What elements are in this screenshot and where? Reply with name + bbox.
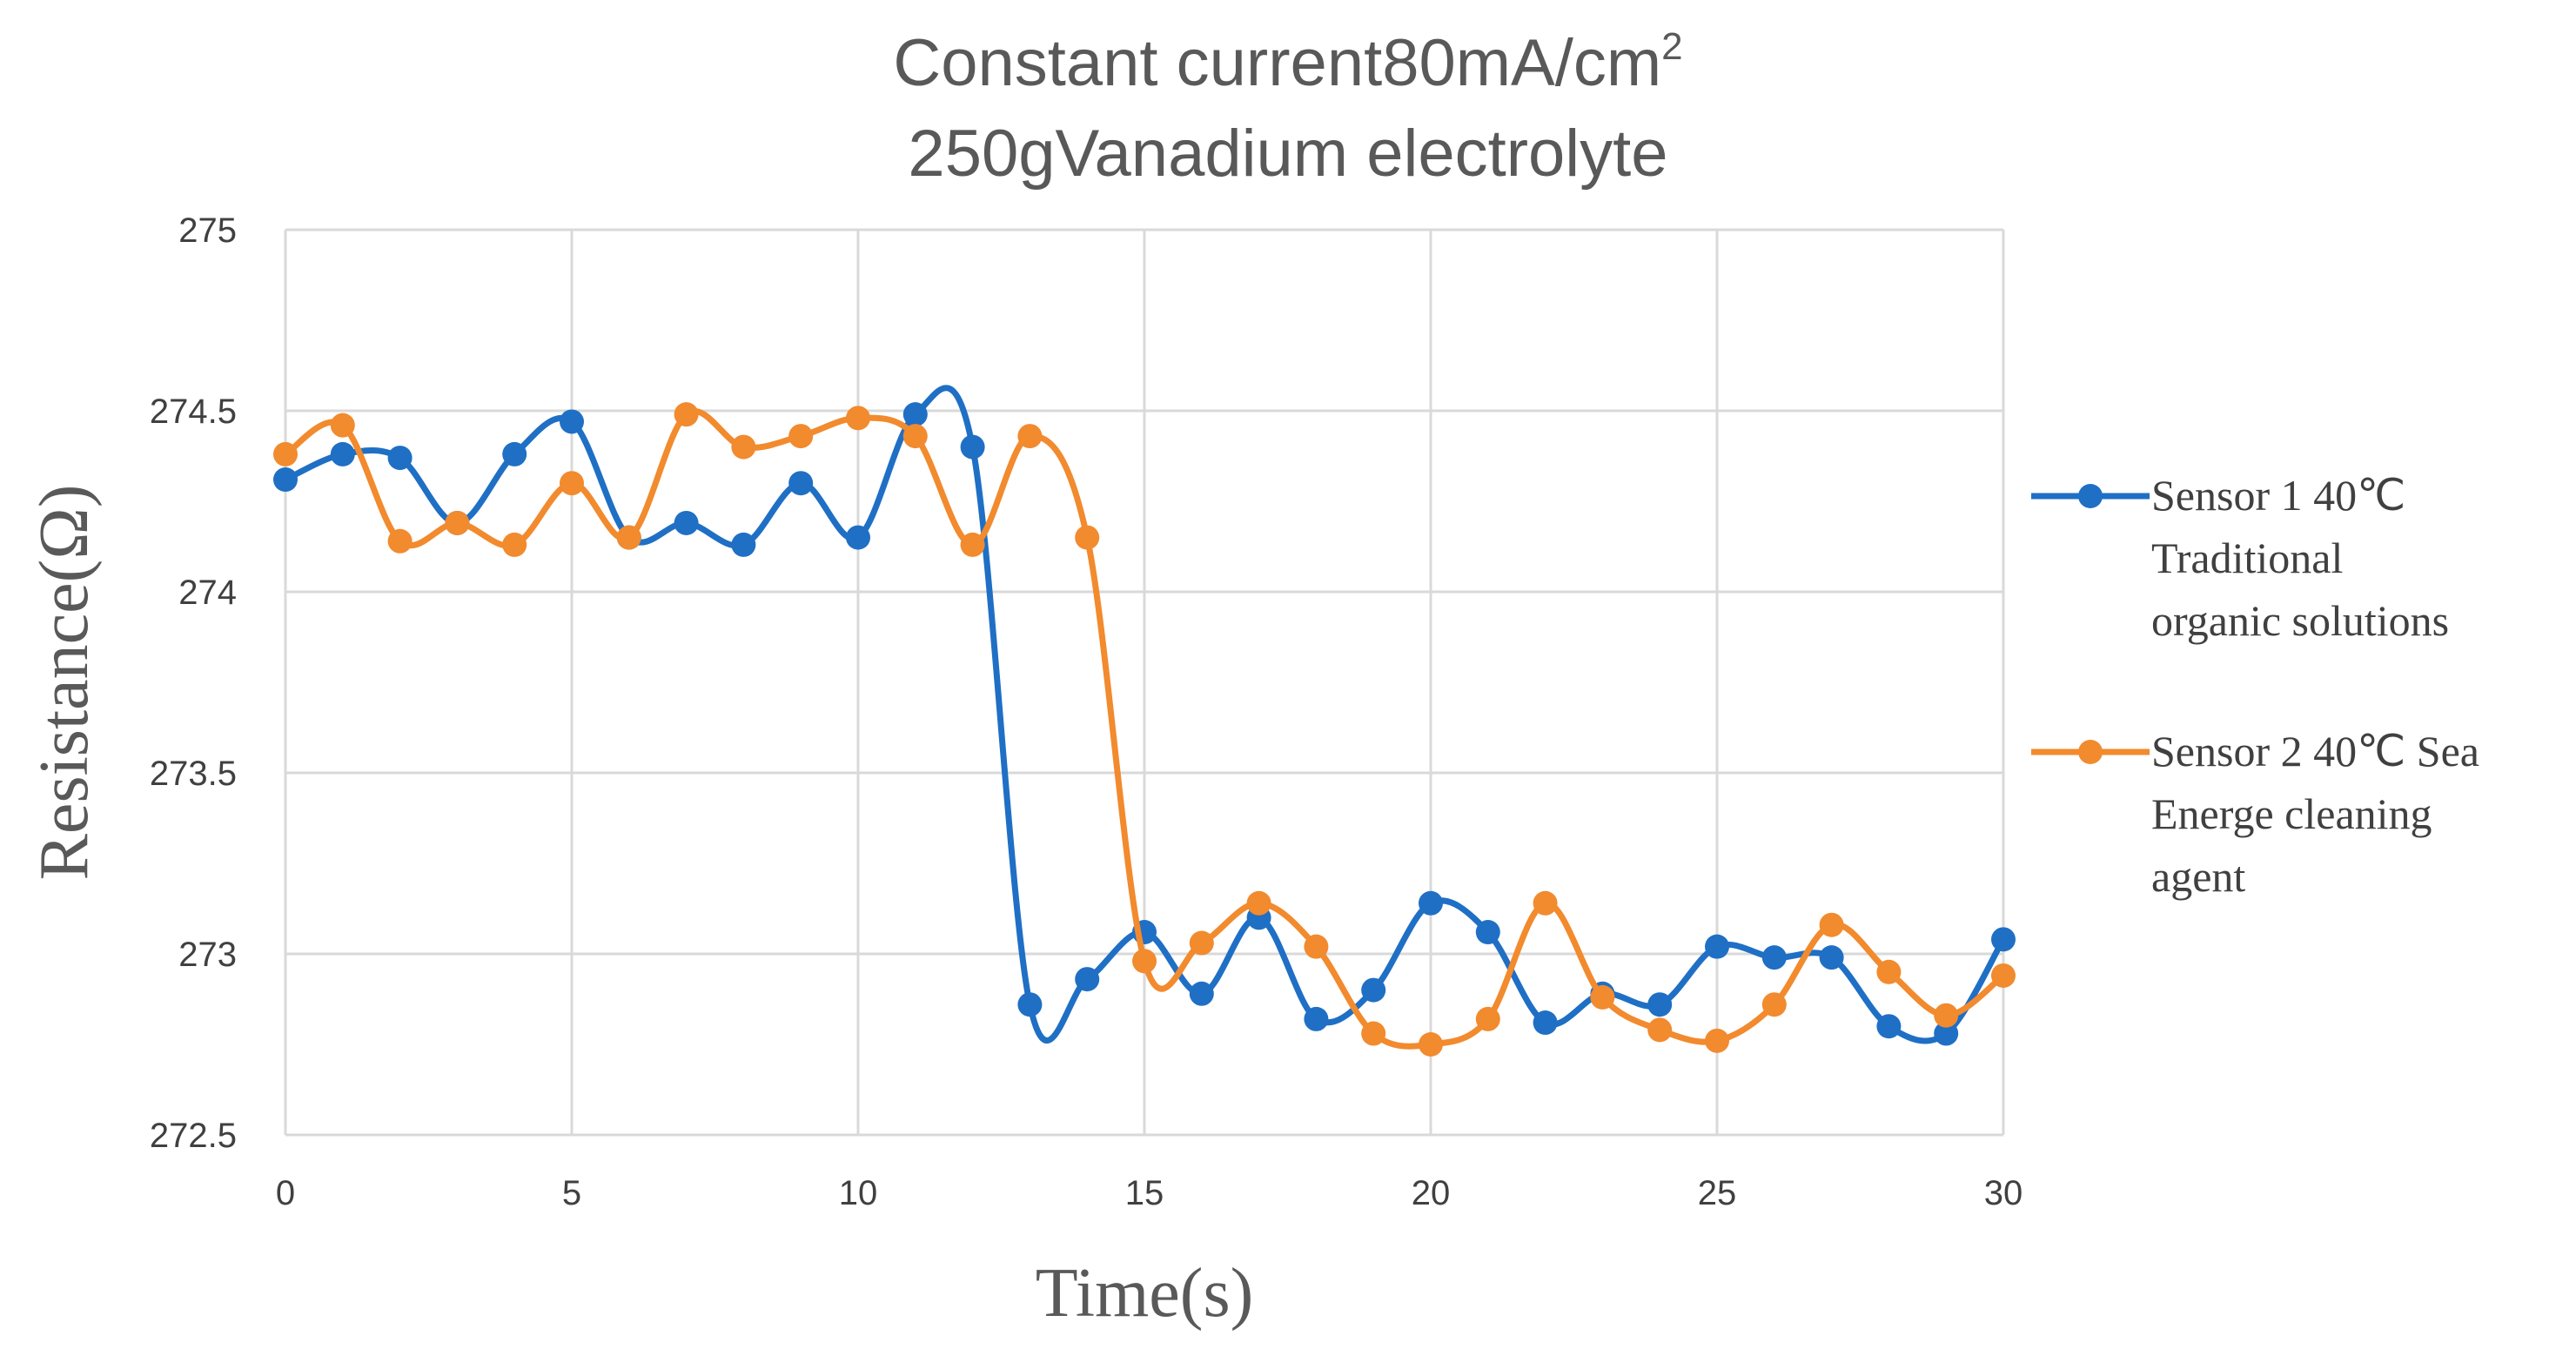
series-2-point — [1590, 984, 1615, 1010]
series-2-point — [1419, 1032, 1443, 1057]
series-1-point — [788, 471, 814, 496]
series-1-point — [1761, 945, 1787, 970]
y-tick-label: 273.5 — [150, 755, 237, 793]
series-1-point — [731, 532, 756, 557]
legend-label-line: organic solutions — [2151, 596, 2449, 645]
series-2-point — [1819, 912, 1844, 937]
chart-title-superscript: 2 — [1661, 25, 1682, 68]
y-axis-ticks: 272.5 273 273.5 274 274.5 275 — [150, 211, 237, 1155]
series-2-point — [1246, 890, 1271, 916]
x-tick-label: 0 — [276, 1174, 295, 1212]
series-2-point — [616, 525, 641, 550]
series-1-point — [674, 510, 699, 535]
series-1-point — [1017, 992, 1043, 1017]
series-2-point — [445, 510, 470, 535]
series-2-point — [1761, 992, 1787, 1017]
series-1-point — [1819, 945, 1844, 970]
series-1-point — [1189, 981, 1214, 1006]
legend-swatch-marker — [2078, 484, 2103, 508]
gridlines — [284, 228, 2005, 1137]
legend-label-line: Energe cleaning — [2151, 789, 2432, 838]
legend-label-line: Sensor 1 40℃ — [2151, 471, 2405, 520]
series-2-point — [1189, 930, 1214, 956]
series-layer — [273, 385, 2016, 1057]
series-2-point — [273, 441, 298, 466]
chart-title-main: Constant current80mA/cm — [893, 26, 1661, 100]
series-1-point — [1361, 977, 1386, 1003]
legend-item-1: Sensor 1 40℃ Traditional organic solutions — [2031, 471, 2449, 645]
series-2 — [273, 402, 2016, 1057]
y-tick-label: 274 — [178, 574, 237, 612]
series-2-point — [846, 406, 870, 431]
series-2-point — [1533, 890, 1558, 916]
series-1-point — [502, 441, 527, 466]
series-2-point — [1934, 1003, 1959, 1028]
x-tick-label: 5 — [562, 1174, 581, 1212]
series-2-point — [960, 532, 985, 557]
series-2-point — [1017, 424, 1043, 449]
legend: Sensor 1 40℃ Traditional organic solutions… — [2031, 471, 2479, 901]
series-2-point — [1705, 1028, 1729, 1053]
series-1-point — [330, 441, 355, 466]
series-1-point — [1705, 934, 1729, 959]
legend-label-line: agent — [2151, 852, 2245, 901]
series-2-point — [731, 434, 756, 460]
series-2-point — [330, 413, 355, 438]
series-2-point — [1475, 1006, 1500, 1031]
series-1-point — [846, 525, 870, 550]
series-2-point — [1132, 949, 1157, 974]
series-1-point — [1876, 1014, 1902, 1039]
x-tick-label: 10 — [839, 1174, 878, 1212]
series-1-point — [960, 434, 985, 460]
chart-title-line-1: Constant current80mA/cm2 — [893, 25, 1682, 100]
x-axis-ticks: 0 5 10 15 20 25 30 — [276, 1174, 2023, 1212]
series-1-point — [387, 446, 413, 471]
legend-item-2: Sensor 2 40℃ Sea Energe cleaning agent — [2031, 727, 2479, 901]
series-1-point — [273, 467, 298, 493]
x-axis-title: Time(s) — [1036, 1255, 1253, 1332]
y-tick-label: 273 — [178, 936, 237, 974]
series-2-point — [1075, 525, 1100, 550]
series-2-point — [560, 471, 584, 496]
series-1-point — [1991, 927, 2016, 952]
x-tick-label: 20 — [1412, 1174, 1451, 1212]
series-2-point — [1361, 1021, 1386, 1046]
y-axis-title: Resistance(Ω) — [26, 485, 103, 881]
legend-label-line: Sensor 2 40℃ Sea — [2151, 727, 2479, 775]
series-2-point — [1991, 963, 2016, 988]
series-1-point — [1934, 1021, 1959, 1046]
series-1-point — [1419, 890, 1443, 916]
series-2-point — [902, 424, 928, 449]
x-tick-label: 30 — [1984, 1174, 2023, 1212]
x-tick-label: 25 — [1698, 1174, 1737, 1212]
chart-title-line-2: 250gVanadium electrolyte — [908, 117, 1667, 191]
series-1-point — [1533, 1010, 1558, 1036]
legend-swatch-marker — [2078, 740, 2103, 764]
x-tick-label: 15 — [1125, 1174, 1164, 1212]
series-1-point — [1304, 1006, 1329, 1031]
series-1-point — [560, 409, 584, 434]
legend-label-line: Traditional — [2151, 534, 2343, 582]
y-tick-label: 275 — [178, 211, 237, 250]
series-2-point — [1304, 934, 1329, 959]
series-1-point — [902, 402, 928, 427]
series-1-point — [1475, 920, 1500, 945]
series-1-point — [1647, 992, 1673, 1017]
series-2-point — [502, 532, 527, 557]
y-tick-label: 274.5 — [150, 393, 237, 431]
series-2-point — [674, 402, 699, 427]
series-2-point — [1647, 1017, 1673, 1043]
y-tick-label: 272.5 — [150, 1117, 237, 1155]
series-2-point — [387, 528, 413, 554]
series-2-point — [1876, 959, 1902, 984]
series-1-point — [1075, 967, 1100, 992]
series-2-point — [788, 424, 814, 449]
